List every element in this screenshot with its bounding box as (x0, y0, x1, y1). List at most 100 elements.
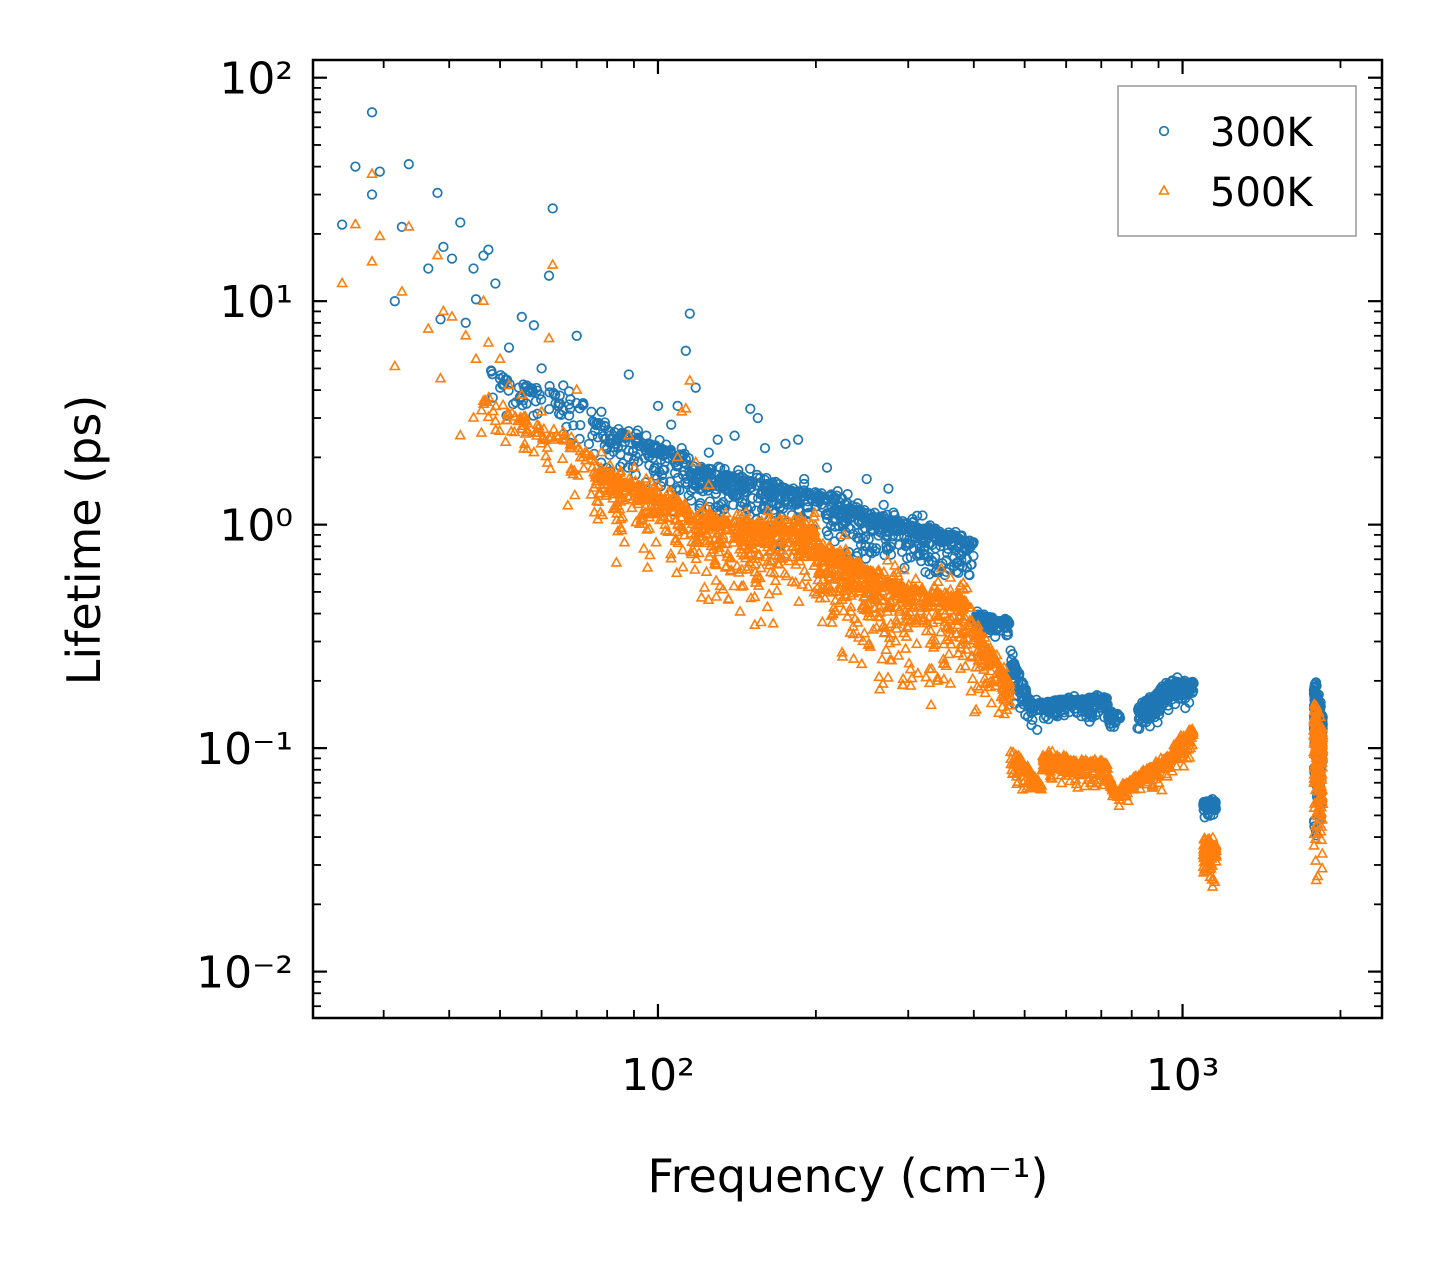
data-point-500K (829, 594, 842, 605)
data-point-500K (1315, 820, 1328, 831)
data-point-500K (535, 405, 548, 416)
data-point-500K (808, 531, 821, 543)
data-point-500K (540, 449, 552, 461)
data-point-500K (1130, 772, 1143, 783)
data-point-500K (749, 521, 762, 533)
data-point-300K (646, 447, 657, 459)
data-point-500K (709, 554, 721, 566)
data-point-500K (683, 374, 696, 385)
data-point-500K (518, 437, 531, 449)
plot-frame (311, 58, 1384, 1020)
data-point-500K (852, 568, 865, 579)
data-point-300K (374, 166, 385, 177)
data-point-500K (815, 541, 828, 552)
data-point-500K (954, 605, 966, 617)
data-point-500K (759, 537, 771, 549)
data-point-500K (648, 498, 661, 510)
data-point-500K (692, 536, 705, 547)
data-point-500K (812, 567, 825, 578)
data-point-300K (438, 241, 449, 253)
data-point-500K (1062, 763, 1075, 775)
data-point-300K (712, 434, 723, 445)
data-point-500K (734, 523, 747, 535)
data-point-500K (673, 503, 686, 515)
data-point-300K (1066, 694, 1077, 706)
data-point-500K (710, 574, 722, 585)
data-point-500K (800, 570, 813, 582)
data-point-500K (853, 557, 866, 568)
data-point-500K (951, 618, 964, 630)
data-point-500K (1200, 850, 1212, 861)
data-point-500K (482, 410, 495, 422)
data-point-500K (754, 571, 766, 583)
data-point-500K (1017, 760, 1030, 772)
data-point-500K (728, 579, 740, 591)
data-point-500K (605, 472, 617, 484)
data-point-500K (1072, 781, 1084, 792)
data-point-500K (611, 483, 624, 494)
data-point-300K (550, 398, 561, 409)
x-tick-label: 10² (621, 1050, 695, 1101)
data-point-500K (828, 546, 841, 558)
data-point-300K (577, 397, 589, 409)
data-point-500K (1031, 777, 1043, 788)
data-point-500K (446, 310, 458, 321)
data-point-500K (954, 579, 967, 590)
data-point-500K (1083, 756, 1096, 768)
data-point-500K (980, 660, 993, 671)
data-point-500K (1059, 754, 1072, 766)
data-point-500K (829, 563, 842, 574)
data-point-500K (644, 548, 656, 560)
data-point-500K (1174, 734, 1187, 745)
data-point-500K (943, 647, 955, 659)
data-point-500K (959, 659, 972, 671)
y-tick-label: 10¹ (219, 277, 293, 328)
data-point-300K (1040, 699, 1051, 710)
data-point-500K (585, 488, 598, 499)
data-point-500K (676, 523, 689, 534)
data-point-500K (965, 685, 977, 696)
data-point-500K (966, 672, 979, 684)
data-point-500K (677, 560, 689, 572)
data-point-300K (704, 496, 716, 507)
data-point-500K (652, 478, 664, 490)
data-point-500K (1106, 780, 1119, 791)
data-point-500K (938, 672, 950, 684)
data-point-500K (1017, 758, 1030, 769)
data-point-300K (1175, 687, 1187, 698)
data-point-500K (737, 579, 750, 590)
data-point-500K (814, 565, 827, 577)
data-point-300K (547, 203, 558, 214)
data-point-500K (709, 520, 722, 532)
data-point-300K (676, 442, 687, 454)
data-point-300K (896, 524, 907, 535)
data-point-500K (585, 449, 598, 460)
data-point-500K (823, 570, 835, 582)
data-point-300K (811, 496, 822, 507)
data-point-300K (544, 381, 555, 392)
data-point-500K (1123, 779, 1136, 791)
data-point-500K (541, 456, 554, 467)
data-point-500K (561, 499, 574, 510)
data-point-300K (666, 419, 677, 430)
data-point-300K (1001, 617, 1013, 628)
data-point-500K (589, 478, 602, 489)
data-point-500K (607, 485, 620, 496)
data-point-500K (793, 539, 806, 550)
data-point-500K (1053, 753, 1066, 764)
data-point-300K (876, 515, 887, 526)
data-point-300K (623, 445, 634, 456)
data-point-500K (479, 393, 491, 405)
data-point-500K (893, 603, 906, 614)
data-point-500K (530, 429, 543, 440)
data-point-300K (904, 534, 915, 545)
data-point-300K (901, 553, 913, 564)
data-point-500K (970, 661, 982, 672)
data-point-500K (846, 556, 859, 568)
data-point-300K (733, 484, 744, 496)
data-point-500K (996, 700, 1009, 712)
data-point-500K (932, 613, 945, 625)
data-point-500K (840, 568, 853, 580)
data-point-300K (617, 458, 628, 469)
data-point-500K (754, 519, 767, 530)
